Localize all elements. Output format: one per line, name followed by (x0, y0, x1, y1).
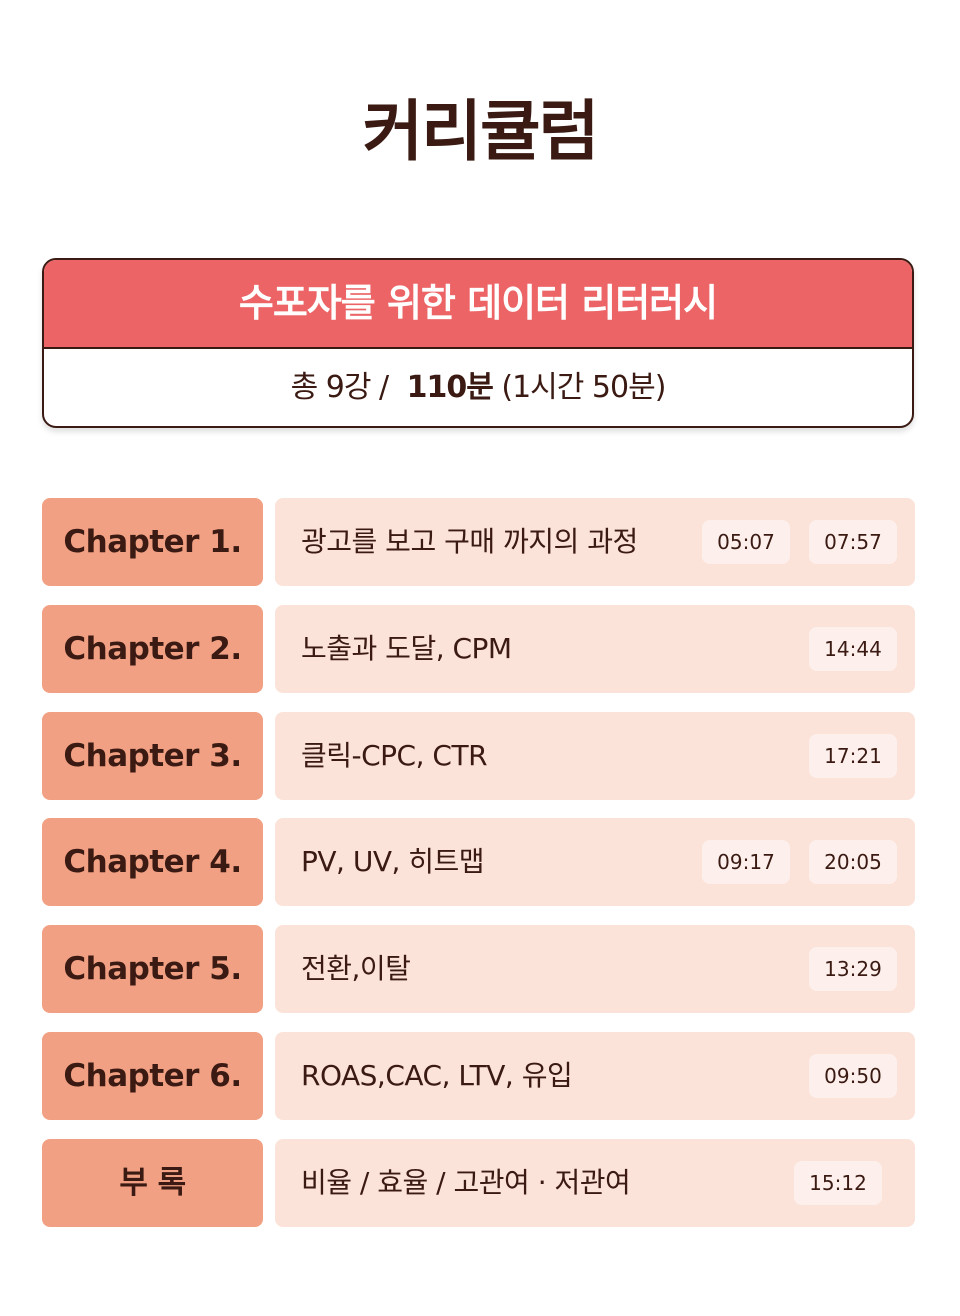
duration-chips: 05:07 07:57 (702, 520, 897, 564)
duration-chip: 05:07 (702, 520, 790, 564)
topic-label: 클릭-CPC, CTR (301, 738, 488, 772)
duration-chip: 17:21 (809, 733, 897, 778)
chapter-row[interactable]: Chapter 4. PV, UV, 히트맵 09:17 20:05 (42, 818, 915, 907)
duration-chips: 15:12 (794, 1160, 882, 1205)
chapter-row[interactable]: Chapter 6. ROAS,CAC, LTV, 유입 09:50 (42, 1032, 915, 1120)
chapter-label: Chapter 1. (42, 498, 263, 586)
chapter-topic: 클릭-CPC, CTR 17:21 (275, 711, 915, 800)
chapter-row[interactable]: Chapter 3. 클릭-CPC, CTR 17:21 (42, 711, 915, 800)
duration-chips: 13:29 (809, 947, 897, 992)
chapter-row[interactable]: Chapter 2. 노출과 도달, CPM 14:44 (42, 604, 915, 693)
topic-label: 노출과 도달, CPM (301, 631, 512, 665)
duration-chip: 13:29 (809, 947, 897, 992)
topic-label: 비율 / 효율 / 고관여 · 저관여 (301, 1165, 631, 1199)
chapter-label: Chapter 2. (42, 604, 263, 693)
chapter-label: Chapter 5. (42, 925, 263, 1014)
duration-chips: 17:21 (809, 733, 897, 778)
chapter-label: Chapter 4. (42, 818, 263, 907)
chapter-label: 부 록 (42, 1138, 263, 1227)
duration-chip: 09:17 (702, 840, 790, 885)
duration-chip: 07:57 (809, 520, 897, 564)
total-minutes: 110분 (406, 370, 494, 405)
topic-label: ROAS,CAC, LTV, 유입 (301, 1059, 573, 1092)
chapter-topic: PV, UV, 히트맵 09:17 20:05 (275, 818, 915, 907)
duration-chips: 09:50 (809, 1054, 897, 1098)
chapter-topic: ROAS,CAC, LTV, 유입 09:50 (275, 1032, 915, 1120)
chapter-label: Chapter 3. (42, 711, 263, 800)
duration-chip: 09:50 (809, 1054, 897, 1098)
total-duration: (1시간 50분) (501, 370, 666, 405)
chapter-row[interactable]: 부 록 비율 / 효율 / 고관여 · 저관여 15:12 (42, 1138, 915, 1227)
duration-chips: 09:17 20:05 (702, 840, 897, 885)
topic-label: 전환,이탈 (301, 952, 411, 986)
chapter-topic: 노출과 도달, CPM 14:44 (275, 604, 915, 693)
topic-label: 광고를 보고 구매 까지의 과정 (301, 525, 638, 558)
duration-chip: 20:05 (809, 840, 897, 885)
course-summary-card: 수포자를 위한 데이터 리터러시 총 9강 / 110분 (1시간 50분) (42, 258, 914, 428)
chapter-topic: 비율 / 효율 / 고관여 · 저관여 15:12 (275, 1138, 915, 1227)
duration-chip: 14:44 (809, 626, 897, 671)
course-title: 수포자를 위한 데이터 리터러시 (44, 260, 912, 349)
chapter-topic: 전환,이탈 13:29 (275, 925, 915, 1014)
duration-chip: 15:12 (794, 1160, 882, 1205)
course-summary: 총 9강 / 110분 (1시간 50분) (44, 349, 912, 426)
chapter-row[interactable]: Chapter 1. 광고를 보고 구매 까지의 과정 05:07 07:57 (42, 498, 915, 586)
duration-chips: 14:44 (809, 626, 897, 671)
topic-label: PV, UV, 히트맵 (301, 845, 485, 879)
chapter-label: Chapter 6. (42, 1032, 263, 1120)
lecture-count: 총 9강 / (290, 370, 389, 405)
page-title: 커리큘럼 (362, 93, 600, 170)
chapter-row[interactable]: Chapter 5. 전환,이탈 13:29 (42, 925, 915, 1014)
chapter-topic: 광고를 보고 구매 까지의 과정 05:07 07:57 (275, 498, 915, 586)
